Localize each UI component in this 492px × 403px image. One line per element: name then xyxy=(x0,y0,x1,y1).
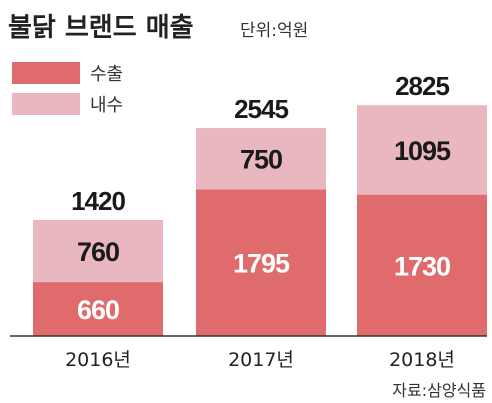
source-note: 자료:삼양식품 xyxy=(392,381,486,400)
bar-domestic-2 xyxy=(357,105,487,195)
bar-domestic-0 xyxy=(33,219,163,283)
legend-swatch-export xyxy=(12,62,80,84)
bar-label-domestic-2: 1095 xyxy=(394,136,451,166)
bar-label-domestic-0: 760 xyxy=(77,237,119,267)
total-label-2: 2825 xyxy=(395,71,449,101)
chart-title: 불닭 브랜드 매출 xyxy=(8,13,194,43)
x-tick-label-0: 2016년 xyxy=(65,349,131,371)
total-label-0: 1420 xyxy=(71,186,125,216)
bar-label-domestic-1: 750 xyxy=(240,145,282,175)
unit-note: 단위:억원 xyxy=(240,21,308,41)
legend-label-export: 수출 xyxy=(90,64,123,85)
legend-swatch-domestic xyxy=(12,93,80,115)
bar-label-export-0: 660 xyxy=(77,295,119,325)
bar-label-export-1: 1795 xyxy=(233,249,290,279)
bars-group: 660 760 1420 1795 750 2545 1730 1095 2825 xyxy=(33,71,487,336)
x-axis-ticks: 2016년 2017년 2018년 xyxy=(65,349,455,371)
x-tick-label-2: 2018년 xyxy=(389,349,455,371)
total-label-1: 2545 xyxy=(234,94,288,124)
bar-label-export-2: 1730 xyxy=(394,251,450,281)
bar-export-0 xyxy=(33,282,163,336)
bar-export-2 xyxy=(357,194,487,336)
bar-domestic-1 xyxy=(196,128,326,190)
x-tick-label-1: 2017년 xyxy=(228,349,294,371)
legend-label-domestic: 내수 xyxy=(90,95,123,116)
bar-export-1 xyxy=(196,189,326,336)
